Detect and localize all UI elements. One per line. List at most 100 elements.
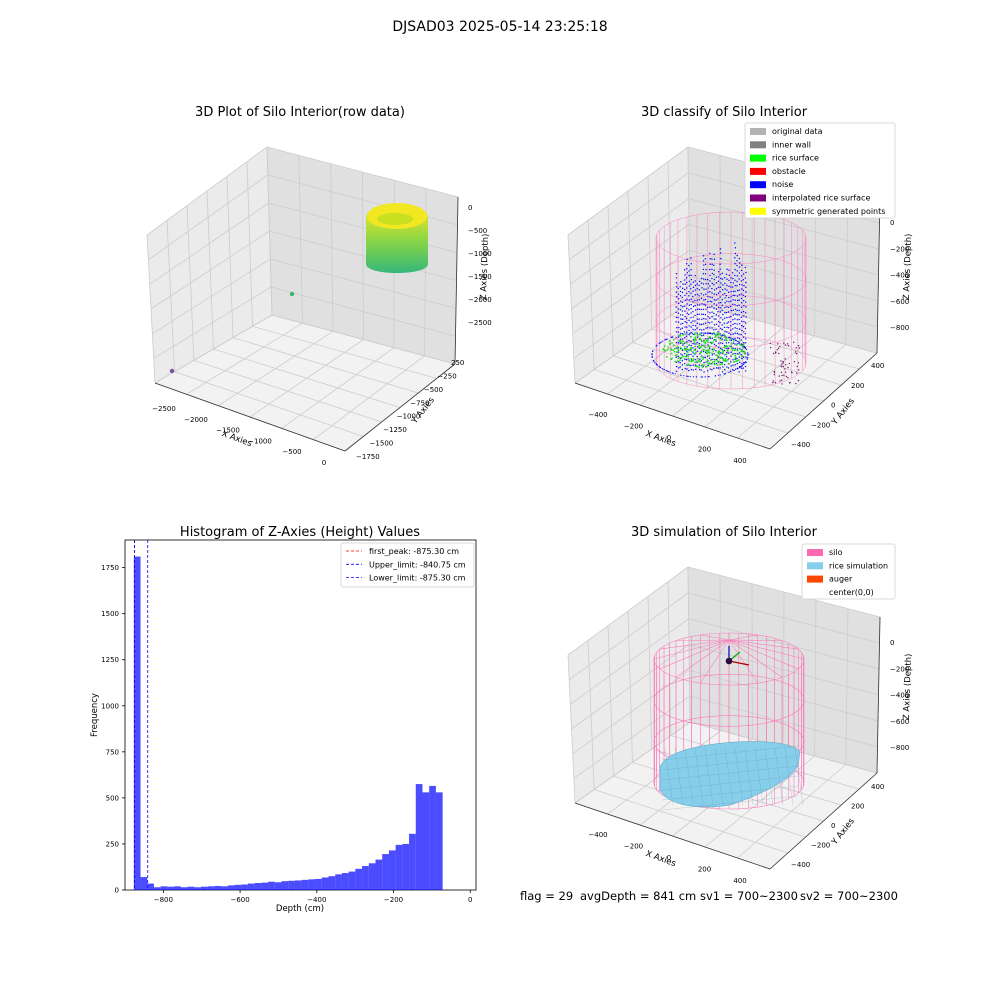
panel-simulation-3d: 3D simulation of Silo Interior −400 −200 0…: [567, 525, 914, 885]
noise-point: [724, 339, 726, 341]
noise-point: [744, 312, 747, 314]
noise-point: [715, 358, 718, 361]
histogram-bar: [415, 784, 423, 890]
flag-text: flag = 29: [520, 889, 573, 903]
legend-label: original data: [772, 127, 823, 136]
noise-point: [651, 354, 653, 356]
noise-point: [677, 331, 680, 333]
legend-label: silo: [829, 548, 843, 557]
pane-floor: [155, 315, 455, 451]
noise-point: [734, 352, 736, 355]
noise-point: [719, 337, 722, 340]
noise-point: [679, 309, 682, 311]
mesh-line: [661, 795, 799, 811]
panel-raw-3d: 3D Plot of Silo Interior(row data) −2500…: [146, 105, 492, 467]
mesh-line: [661, 765, 799, 781]
rice-surface-point: [694, 349, 697, 351]
rice-surface-point: [715, 334, 717, 337]
rice-surface-point: [712, 350, 715, 352]
noise-point: [745, 361, 747, 363]
rice-surface-point: [717, 332, 720, 335]
legend-swatch: [750, 194, 766, 202]
noise-point: [719, 252, 722, 254]
noise-point: [718, 342, 720, 344]
noise-point: [741, 329, 743, 332]
noise-point: [728, 337, 731, 339]
noise-point: [730, 321, 732, 323]
noise-point: [656, 364, 658, 366]
noise-point: [684, 367, 686, 370]
noise-point: [702, 283, 705, 285]
noise-point: [701, 344, 703, 346]
noise-point: [736, 264, 738, 267]
rice-surface-point: [740, 355, 743, 358]
noise-point: [709, 257, 711, 260]
noise-point: [692, 347, 694, 349]
rice-surface-point: [705, 349, 707, 352]
noise-point: [688, 333, 690, 336]
noise-point: [700, 308, 703, 311]
noise-point: [666, 338, 668, 340]
noise-point: [698, 299, 700, 301]
x-tick-label: −200: [384, 896, 403, 904]
noise-point: [683, 362, 686, 365]
rice-surface-point: [734, 354, 737, 357]
rice-surface-point: [709, 362, 712, 365]
noise-point: [730, 315, 732, 318]
noise-point: [701, 287, 703, 289]
noise-point: [727, 321, 730, 323]
histogram-bar: [254, 883, 262, 890]
x-tick-label: 0: [322, 459, 326, 467]
rice-surface-point: [676, 345, 679, 348]
histogram-bar: [328, 876, 336, 890]
histogram-bars: [133, 556, 443, 890]
legend-label: Upper_limit: -840.75 cm: [369, 560, 466, 569]
interpolated-point: [784, 371, 787, 373]
rice-surface-point: [666, 348, 669, 351]
noise-point: [727, 306, 730, 309]
noise-point: [675, 306, 677, 308]
noise-point: [692, 301, 694, 303]
sv1-text: sv1 = 700~2300: [700, 889, 798, 903]
rice-surface-point: [739, 339, 742, 342]
pane-left: [568, 567, 690, 803]
rice-surface-point: [674, 360, 677, 363]
noise-point: [669, 371, 671, 373]
noise-point: [709, 327, 711, 329]
noise-point: [684, 299, 686, 302]
noise-point: [718, 271, 720, 273]
noise-point: [700, 323, 703, 326]
noise-point: [677, 308, 679, 310]
noise-point: [680, 332, 682, 335]
noise-point: [692, 355, 694, 358]
noise-point: [690, 303, 692, 306]
noise-point: [696, 332, 698, 334]
noise-point: [741, 288, 743, 290]
legend-label: center(0,0): [829, 588, 874, 597]
x-tick-label: −200: [624, 423, 643, 431]
noise-point: [702, 268, 705, 271]
noise-point: [702, 350, 705, 353]
noise-point: [738, 342, 740, 345]
noise-point: [713, 324, 716, 326]
histogram-bar: [187, 886, 195, 890]
noise-point: [745, 301, 747, 303]
noise-point: [724, 330, 726, 333]
noise-point: [679, 295, 682, 297]
noise-point: [709, 263, 711, 265]
rice-surface-point: [700, 351, 703, 354]
y-axis-line: [344, 363, 456, 452]
noise-point: [730, 333, 732, 336]
rice-surface-point: [743, 350, 746, 353]
mesh-line: [754, 747, 764, 806]
noise-point: [696, 313, 699, 316]
noise-point: [709, 332, 711, 335]
noise-point: [685, 335, 688, 337]
rice-surface-point: [687, 363, 690, 366]
noise-point: [703, 361, 705, 364]
rice-surface-point: [702, 348, 705, 351]
noise-point: [709, 322, 711, 324]
silo-roof-spoke: [728, 639, 783, 678]
z-tick-label: −1000: [468, 250, 492, 258]
noise-point: [730, 365, 732, 367]
